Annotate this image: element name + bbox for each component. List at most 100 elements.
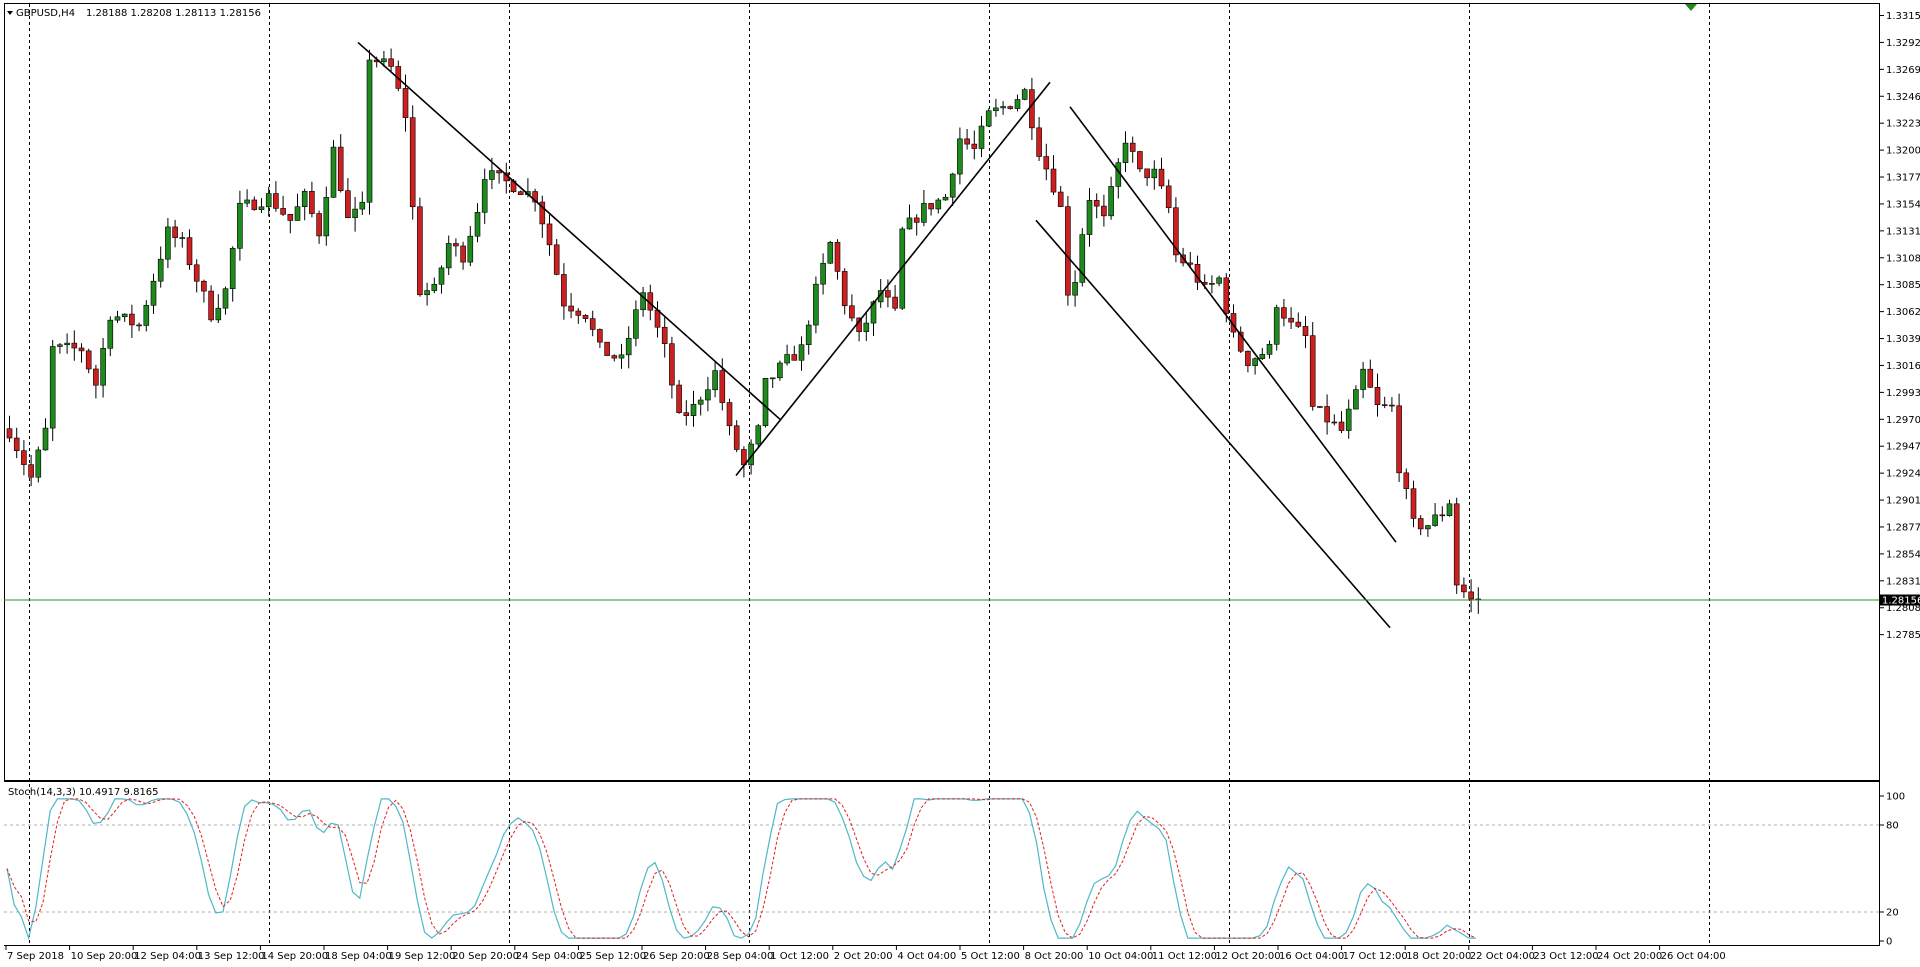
- bull-candle: [1108, 186, 1114, 217]
- bear-candle: [1288, 317, 1294, 323]
- price-tick-label: 1.31080: [1886, 253, 1920, 264]
- bear-candle: [1065, 206, 1071, 296]
- bull-candle: [222, 288, 229, 309]
- bull-candle: [330, 146, 337, 198]
- bull-candle: [301, 190, 308, 207]
- stoch-axis: 100 80 20 0: [1879, 792, 1905, 948]
- bear-candle: [1338, 421, 1345, 431]
- time-tick-label: 13 Sep 12:00: [198, 951, 265, 962]
- bull-candle: [100, 347, 106, 386]
- time-tick-label: 10 Sep 20:00: [71, 951, 138, 962]
- bear-candle: [676, 384, 682, 413]
- bull-candle: [294, 206, 301, 221]
- bull-candle: [949, 173, 956, 198]
- trendline[interactable]: [735, 81, 1051, 476]
- bear-candle: [193, 264, 200, 282]
- bear-candle: [546, 223, 553, 246]
- bull-candle: [942, 196, 949, 201]
- bear-candle: [309, 190, 315, 214]
- bear-candle: [1317, 406, 1323, 408]
- price-panel-frame: [4, 3, 1880, 781]
- bull-candle: [445, 243, 452, 269]
- bear-candle: [568, 305, 574, 312]
- menu-triangle-icon[interactable]: [7, 11, 13, 15]
- bull-candle: [985, 110, 992, 127]
- bull-candle: [107, 319, 114, 349]
- time-tick-label: 12 Sep 04:00: [134, 951, 201, 962]
- time-tick-label: 20 Sep 20:00: [452, 951, 519, 962]
- trendline[interactable]: [357, 41, 781, 420]
- bear-candle: [6, 428, 13, 439]
- bull-candle: [229, 247, 236, 289]
- bear-candle: [13, 437, 20, 451]
- bear-candle: [597, 329, 603, 343]
- bull-candle: [1360, 368, 1366, 390]
- bear-candle: [93, 368, 99, 386]
- time-tick-label: 24 Sep 04:00: [516, 951, 583, 962]
- stoch-lines: [6, 798, 1477, 941]
- bull-candle: [49, 346, 56, 429]
- trendline[interactable]: [1069, 106, 1397, 543]
- time-tick-label: 23 Oct 12:00: [1533, 951, 1598, 962]
- bear-candle: [885, 290, 891, 298]
- bull-candle: [978, 125, 985, 149]
- price-tick-label: 1.28315: [1886, 576, 1920, 587]
- bear-candle: [388, 58, 394, 67]
- bull-candle: [863, 322, 870, 332]
- bull-candle: [1086, 200, 1093, 235]
- bull-candle: [805, 324, 812, 345]
- bear-candle: [21, 450, 27, 465]
- time-tick-label: 12 Oct 20:00: [1215, 951, 1280, 962]
- price-tick-label: 1.33150: [1886, 11, 1920, 22]
- price-tick-label: 1.29700: [1886, 415, 1920, 426]
- price-tick-label: 1.31310: [1886, 226, 1920, 237]
- trendlines[interactable]: [357, 41, 1397, 629]
- time-tick-label: 1 Oct 12:00: [770, 951, 829, 962]
- vertical-gridlines: [29, 4, 1710, 945]
- bear-candle: [129, 313, 135, 326]
- trendline[interactable]: [1035, 219, 1391, 629]
- price-tick-label: 1.28085: [1886, 603, 1920, 614]
- bull-candle: [1432, 514, 1438, 526]
- time-tick-label: 8 Oct 20:00: [1025, 951, 1084, 962]
- bear-candle: [913, 217, 920, 223]
- bear-candle: [892, 296, 898, 309]
- bull-candle: [755, 425, 762, 445]
- bear-candle: [71, 342, 78, 349]
- bull-candle: [899, 228, 906, 309]
- bull-candle: [1446, 503, 1453, 516]
- bear-candle: [791, 354, 798, 361]
- bull-candle: [625, 337, 632, 356]
- bear-candle: [1165, 185, 1172, 209]
- bear-candle: [1101, 205, 1107, 217]
- bear-candle: [654, 309, 661, 328]
- bull-candle: [179, 237, 186, 239]
- current-price-text: 1.28156: [1882, 596, 1920, 607]
- bear-candle: [1029, 89, 1035, 129]
- bear-candle: [1331, 421, 1338, 424]
- ohlc-label: 1.28188 1.28208 1.28113 1.28156: [86, 8, 261, 19]
- bull-candle: [1079, 234, 1086, 283]
- bull-candle: [114, 316, 121, 321]
- bear-candle: [1158, 168, 1165, 187]
- bull-candle: [827, 242, 834, 264]
- time-tick-label: 18 Sep 04:00: [325, 951, 392, 962]
- time-tick-label: 16 Oct 04:00: [1279, 951, 1344, 962]
- bull-candle: [165, 226, 171, 260]
- bear-candle: [1381, 404, 1388, 406]
- bear-candle: [719, 370, 726, 403]
- bear-candle: [928, 203, 934, 210]
- bull-candle: [424, 290, 430, 296]
- time-tick-label: 28 Sep 04:00: [707, 951, 774, 962]
- current-price-box: [1880, 594, 1920, 606]
- bear-candle: [316, 213, 322, 237]
- bear-candle: [849, 305, 855, 319]
- bear-candle: [280, 208, 286, 215]
- bull-candle: [1266, 343, 1273, 355]
- bear-candle: [561, 274, 567, 307]
- bull-candle: [935, 199, 942, 210]
- price-tick-label: 1.29010: [1886, 496, 1920, 507]
- bull-candle: [1353, 389, 1359, 410]
